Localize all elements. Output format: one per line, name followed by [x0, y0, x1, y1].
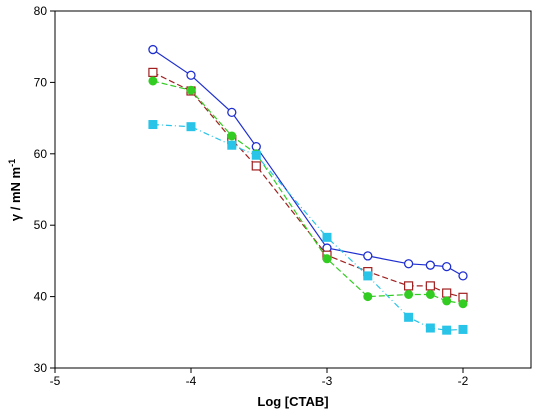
data-point: [442, 296, 452, 306]
data-point: [148, 120, 158, 130]
series-2: [148, 67, 468, 302]
data-point: [186, 85, 196, 95]
series-1: [148, 44, 468, 281]
data-point: [363, 271, 373, 281]
series-3: [148, 76, 468, 309]
data-point: [403, 259, 414, 269]
data-point: [458, 271, 468, 281]
data-point: [251, 150, 261, 160]
data-point: [404, 289, 414, 299]
data-point: [148, 67, 158, 78]
data-point: [404, 312, 414, 322]
data-point: [442, 261, 452, 272]
series-line: [152, 123, 464, 331]
series-layer: [148, 44, 468, 335]
data-point: [251, 161, 261, 171]
data-point: [425, 289, 435, 299]
data-point: [148, 44, 158, 55]
data-point: [227, 140, 237, 150]
y-tick-label: 50: [34, 218, 48, 232]
series-line: [152, 49, 464, 277]
data-point: [425, 323, 435, 333]
x-tick-label: -3: [322, 374, 333, 388]
y-tick-label: 30: [34, 361, 48, 375]
y-tick-label: 40: [34, 290, 48, 304]
data-point: [425, 260, 436, 270]
data-point: [363, 251, 373, 261]
y-axis-ticks: 30 40 50 60 70 80: [34, 4, 55, 375]
x-axis-title: Log [CTAB]: [257, 394, 328, 409]
x-tick-label: -4: [186, 374, 197, 388]
y-tick-label: 60: [34, 147, 48, 161]
plot-frame: [54, 10, 532, 369]
y-tick-label: 70: [34, 75, 48, 89]
series-line: [152, 80, 464, 305]
data-point: [442, 325, 452, 335]
data-point: [322, 254, 332, 264]
data-point: [322, 232, 332, 242]
x-axis-ticks: -5 -4 -3 -2: [50, 368, 469, 388]
x-tick-label: -2: [458, 374, 469, 388]
data-point: [227, 107, 237, 118]
data-point: [458, 299, 468, 309]
data-point: [186, 70, 196, 80]
data-point: [404, 281, 414, 291]
x-tick-label: -5: [50, 374, 61, 388]
y-axis-title-main: γ / mN m: [8, 167, 23, 221]
data-point: [186, 122, 196, 132]
data-point: [442, 288, 452, 298]
data-point: [425, 281, 435, 291]
data-point: [363, 292, 373, 302]
data-point: [227, 131, 237, 141]
series-4: [148, 120, 468, 335]
y-axis-title-sup: -1: [7, 159, 17, 167]
y-tick-label: 80: [34, 4, 48, 18]
series-line: [152, 71, 464, 298]
data-point: [458, 324, 468, 334]
y-axis-title: γ / mN m-1: [7, 159, 23, 221]
data-point: [148, 76, 158, 86]
